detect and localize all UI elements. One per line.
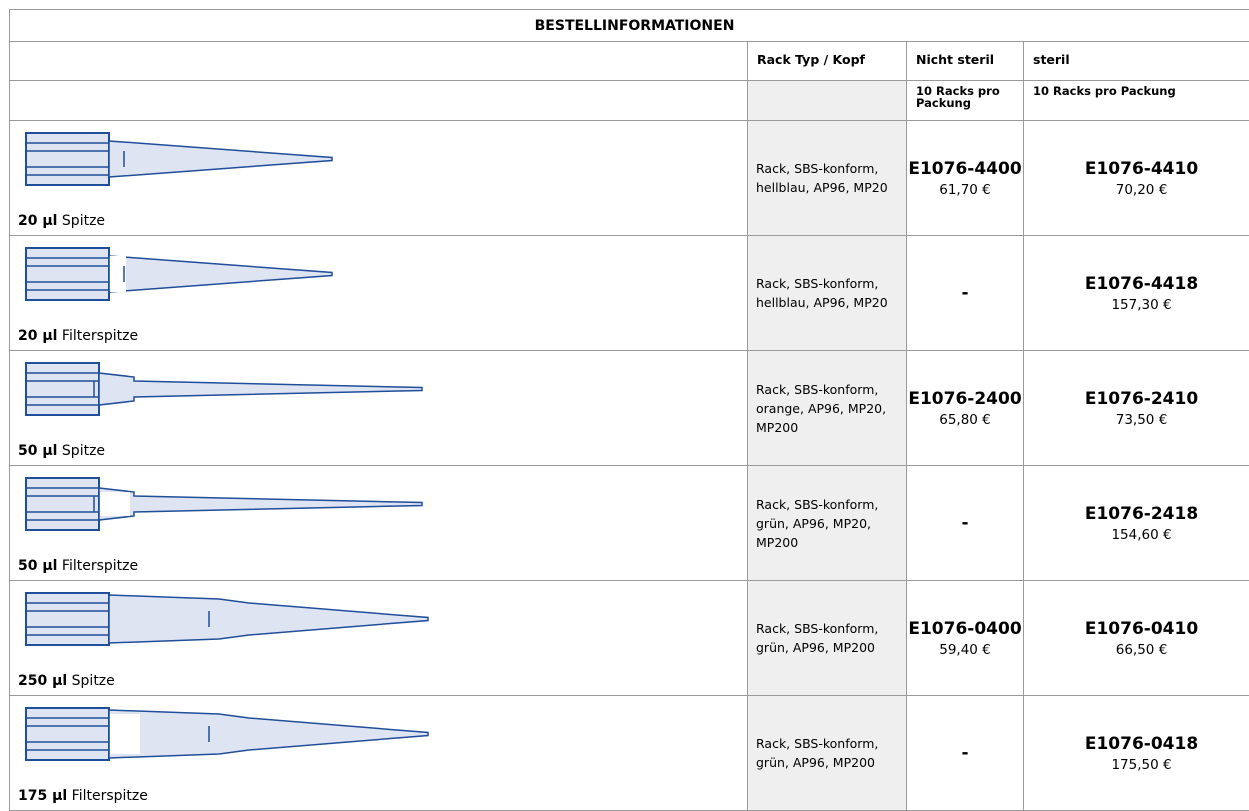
order-cell: E1076-0400 59,40 €	[907, 581, 1024, 696]
order-code: E1076-0400	[907, 619, 1023, 639]
product-label: 175 µl Filterspitze	[18, 788, 148, 804]
order-cell: E1076-2400 65,80 €	[907, 351, 1024, 466]
product-row: 50 µl Filterspitze Rack, SBS-konform, grü…	[10, 466, 1249, 581]
sub-header: 10 Racks pro Packung	[1024, 81, 1249, 121]
tip-drawing	[24, 591, 444, 651]
product-cell: 20 µl Filterspitze	[10, 236, 748, 351]
sub-header: 10 Racks pro Packung	[907, 81, 1024, 121]
order-cell: E1076-2418 154,60 €	[1024, 466, 1249, 581]
order-code: E1076-4400	[907, 159, 1023, 179]
price: 73,50 €	[1024, 412, 1249, 428]
product-cell: 50 µl Filterspitze	[10, 466, 748, 581]
column-header: Nicht steril	[907, 42, 1024, 81]
rack-type: Rack, SBS-konform, grün, AP96, MP200	[748, 696, 907, 811]
product-cell: 20 µl Spitze	[10, 121, 748, 236]
product-name: Filterspitze	[62, 328, 138, 344]
volume: 175 µl	[18, 788, 67, 804]
order-code: E1076-2400	[907, 389, 1023, 409]
product-name: Spitze	[72, 673, 115, 689]
price: 157,30 €	[1024, 297, 1249, 313]
rack-type: Rack, SBS-konform, orange, AP96, MP20, M…	[748, 351, 907, 466]
tip-drawing	[24, 476, 444, 536]
product-label: 250 µl Spitze	[18, 673, 115, 689]
product-label: 50 µl Spitze	[18, 443, 105, 459]
price: 70,20 €	[1024, 182, 1249, 198]
product-name: Spitze	[62, 443, 105, 459]
column-header: steril	[1024, 42, 1249, 81]
price: 154,60 €	[1024, 527, 1249, 543]
rack-type: Rack, SBS-konform, grün, AP96, MP200	[748, 581, 907, 696]
order-cell: E1076-2410 73,50 €	[1024, 351, 1249, 466]
product-cell: 175 µl Filterspitze	[10, 696, 748, 811]
order-cell: -	[907, 696, 1024, 811]
tip-drawing	[24, 246, 444, 306]
volume: 20 µl	[18, 328, 57, 344]
order-code: E1076-2418	[1024, 504, 1249, 524]
product-row: 20 µl Filterspitze Rack, SBS-konform, hel…	[10, 236, 1249, 351]
product-row: 50 µl Spitze Rack, SBS-konform, orange, A…	[10, 351, 1249, 466]
volume: 50 µl	[18, 443, 57, 459]
product-cell: 250 µl Spitze	[10, 581, 748, 696]
product-name: Spitze	[62, 213, 105, 229]
product-label: 50 µl Filterspitze	[18, 558, 138, 574]
product-row: 250 µl Spitze Rack, SBS-konform, grün, AP…	[10, 581, 1249, 696]
product-row: 175 µl Filterspitze Rack, SBS-konform, gr…	[10, 696, 1249, 811]
order-code: -	[907, 743, 1023, 763]
order-code: -	[907, 513, 1023, 533]
price: 175,50 €	[1024, 757, 1249, 773]
order-cell: E1076-0418 175,50 €	[1024, 696, 1249, 811]
order-code: E1076-2410	[1024, 389, 1249, 409]
price: 65,80 €	[907, 412, 1023, 428]
volume: 20 µl	[18, 213, 57, 229]
volume: 50 µl	[18, 558, 57, 574]
column-header: Rack Typ / Kopf	[748, 42, 907, 81]
order-cell: E1076-4410 70,20 €	[1024, 121, 1249, 236]
volume: 250 µl	[18, 673, 67, 689]
order-cell: E1076-0410 66,50 €	[1024, 581, 1249, 696]
tip-drawing	[24, 131, 444, 191]
tip-drawing	[24, 361, 444, 421]
rack-type: Rack, SBS-konform, grün, AP96, MP20, MP2…	[748, 466, 907, 581]
product-label: 20 µl Spitze	[18, 213, 105, 229]
product-cell: 50 µl Spitze	[10, 351, 748, 466]
product-row: 20 µl Spitze Rack, SBS-konform, hellblau,…	[10, 121, 1249, 236]
order-cell: E1076-4418 157,30 €	[1024, 236, 1249, 351]
rack-type: Rack, SBS-konform, hellblau, AP96, MP20	[748, 236, 907, 351]
table-title: BESTELLINFORMATIONEN	[10, 10, 1249, 42]
price: 61,70 €	[907, 182, 1023, 198]
order-code: E1076-0410	[1024, 619, 1249, 639]
product-name: Filterspitze	[62, 558, 138, 574]
product-label: 20 µl Filterspitze	[18, 328, 138, 344]
order-code: E1076-0418	[1024, 734, 1249, 754]
product-name: Filterspitze	[72, 788, 148, 804]
tip-drawing	[24, 706, 444, 766]
order-code: E1076-4410	[1024, 159, 1249, 179]
price: 66,50 €	[1024, 642, 1249, 658]
rack-type: Rack, SBS-konform, hellblau, AP96, MP20	[748, 121, 907, 236]
order-code: E1076-4418	[1024, 274, 1249, 294]
order-cell: -	[907, 466, 1024, 581]
order-cell: -	[907, 236, 1024, 351]
price: 59,40 €	[907, 642, 1023, 658]
order-code: -	[907, 283, 1023, 303]
order-cell: E1076-4400 61,70 €	[907, 121, 1024, 236]
